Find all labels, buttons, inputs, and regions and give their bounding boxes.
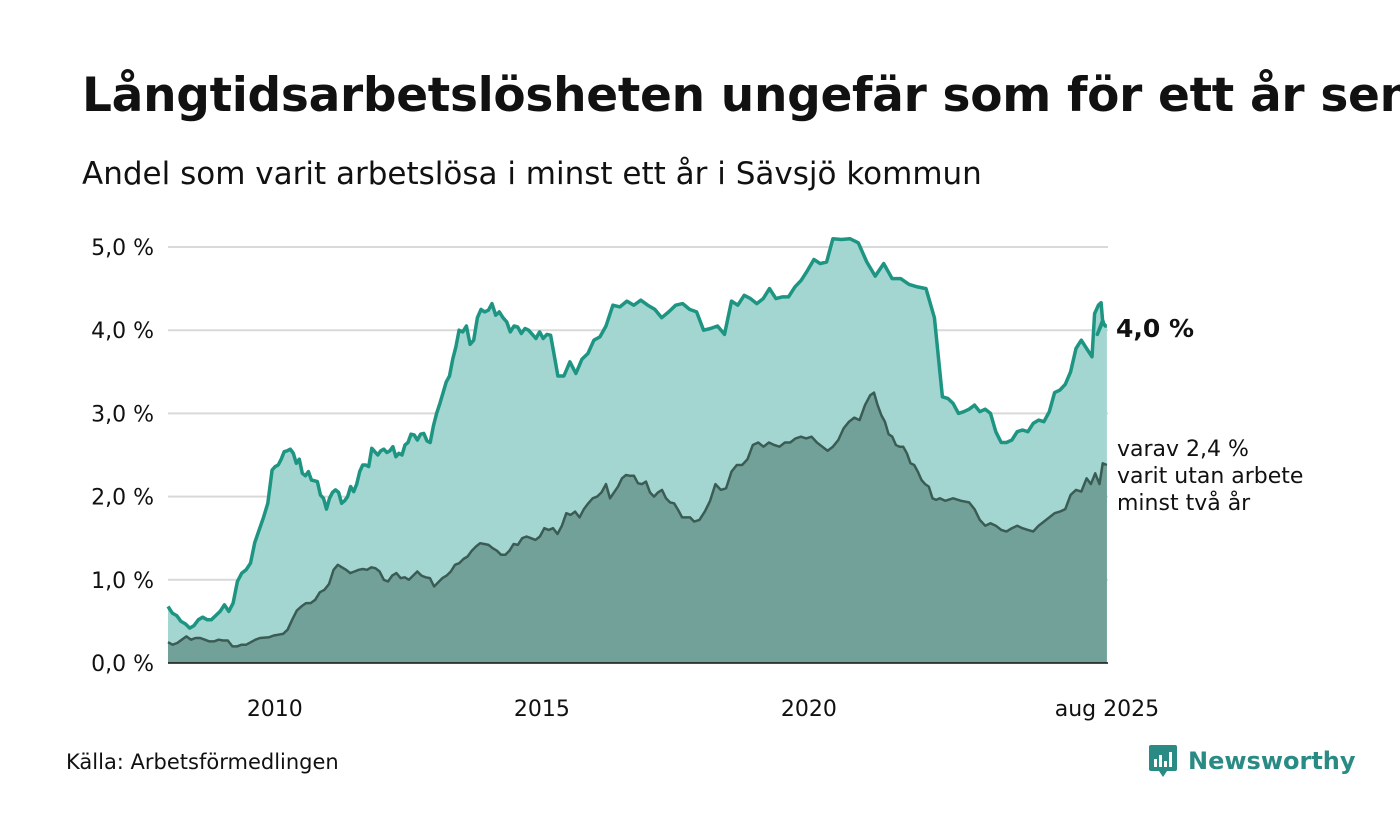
y-tick-label: 2,0 %	[91, 486, 154, 511]
chart-title: Långtidsarbetslösheten ungefär som för e…	[82, 68, 1400, 123]
y-tick-label: 1,0 %	[91, 569, 154, 594]
x-tick-label: 2020	[781, 697, 837, 722]
y-axis-ticks: 0,0 % 1,0 % 2,0 % 3,0 % 4,0 % 5,0 %	[91, 236, 154, 677]
y-tick-label: 5,0 %	[91, 236, 154, 261]
y-tick-label: 4,0 %	[91, 319, 154, 344]
x-tick-label: 2010	[247, 697, 303, 722]
area-series	[166, 236, 1108, 663]
brand-name: Newsworthy	[1188, 747, 1356, 775]
end-value-label: 4,0 %	[1116, 314, 1194, 343]
annotation-line-3: minst två år	[1117, 490, 1251, 516]
long-term-area	[168, 392, 1107, 663]
annotation-long-term: varav 2,4 % varit utan arbete minst två …	[1117, 437, 1303, 516]
source-note: Källa: Arbetsförmedlingen	[66, 750, 339, 774]
y-tick-label: 3,0 %	[91, 402, 154, 427]
x-axis-ticks: 2010 2015 2020 aug 2025	[247, 697, 1159, 722]
x-tick-label: 2015	[514, 697, 570, 722]
annotation-line-1: varav 2,4 %	[1117, 437, 1249, 462]
chart-subtitle: Andel som varit arbetslösa i minst ett å…	[82, 156, 982, 192]
brand-logo: Newsworthy	[1148, 744, 1356, 778]
newsworthy-logo-icon	[1149, 745, 1177, 777]
x-tick-label: aug 2025	[1055, 697, 1159, 722]
long-term-line	[167, 391, 1108, 648]
total-line	[166, 236, 1108, 630]
y-tick-label: 0,0 %	[91, 652, 154, 677]
annotation-line-2: varit utan arbete	[1117, 464, 1303, 489]
